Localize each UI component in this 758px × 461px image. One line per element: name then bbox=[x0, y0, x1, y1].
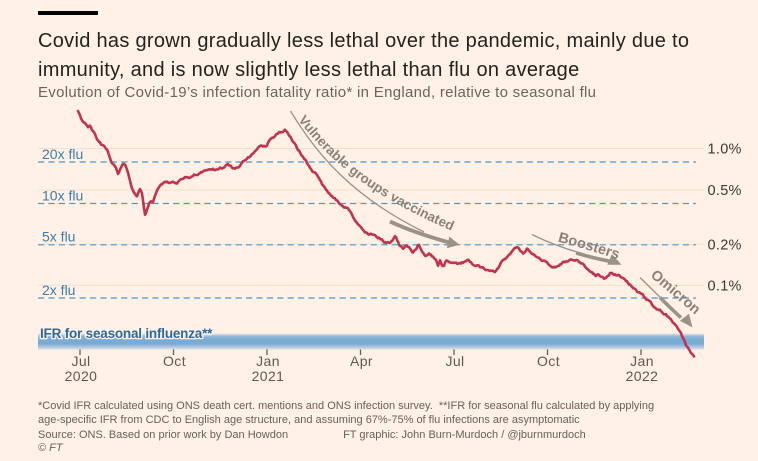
svg-text:Jul: Jul bbox=[71, 353, 90, 369]
svg-text:2x flu: 2x flu bbox=[42, 282, 75, 298]
svg-text:0.1%: 0.1% bbox=[708, 278, 742, 294]
svg-text:2020: 2020 bbox=[65, 368, 98, 384]
svg-text:2021: 2021 bbox=[252, 368, 285, 384]
svg-text:Vulnerable groups vaccinated: Vulnerable groups vaccinated bbox=[296, 112, 457, 233]
svg-text:Jan: Jan bbox=[630, 353, 654, 369]
svg-text:1.0%: 1.0% bbox=[708, 142, 742, 158]
svg-text:0.5%: 0.5% bbox=[708, 183, 742, 199]
svg-text:10x flu: 10x flu bbox=[42, 188, 83, 204]
svg-text:Jan: Jan bbox=[256, 353, 280, 369]
svg-text:IFR for seasonal influenza**: IFR for seasonal influenza** bbox=[40, 326, 213, 341]
svg-text:Oct: Oct bbox=[163, 353, 186, 369]
svg-text:2022: 2022 bbox=[626, 368, 659, 384]
svg-text:Jul: Jul bbox=[445, 353, 464, 369]
svg-text:5x flu: 5x flu bbox=[42, 229, 75, 245]
svg-text:Apr: Apr bbox=[350, 353, 373, 369]
svg-text:Oct: Oct bbox=[537, 353, 560, 369]
svg-text:20x flu: 20x flu bbox=[42, 146, 83, 162]
svg-text:0.2%: 0.2% bbox=[708, 237, 742, 253]
